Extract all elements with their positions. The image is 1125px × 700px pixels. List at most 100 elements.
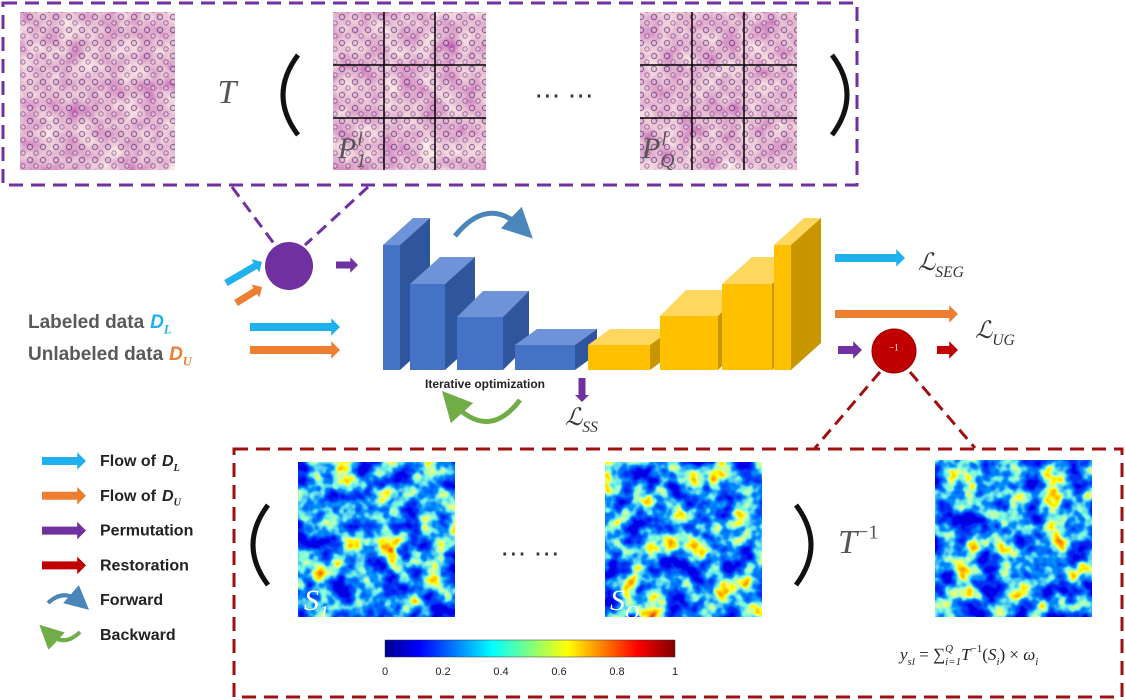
arrow [250,341,340,359]
formula-part: −1 [971,643,983,655]
subscript: L [163,323,172,337]
block-front [588,345,650,370]
symbol: ℒ [565,405,583,431]
block-front [660,316,718,370]
patch-grid [640,12,797,170]
arrow [937,341,958,359]
restoration-node [871,328,917,374]
input-label: Unlabeled data DU [28,344,193,369]
formula-part: sl [908,656,915,668]
right-paren [793,503,814,587]
subscript: Q [625,603,639,624]
formula: ysl = ∑Q i=1T−1(Si) × ωi [898,643,1038,668]
label-text: Flow of [100,453,157,470]
arrow [250,318,340,336]
arrow [42,487,86,505]
operator: T [218,74,239,111]
legend-label: Backward [100,627,176,644]
heatmap [298,462,455,617]
subscript: 1 [356,151,366,172]
block-top [457,291,529,317]
ellipsis: ⋯ ⋯ [534,80,593,110]
arrow [224,259,263,287]
formula-part: = [915,645,933,664]
block-front [515,345,575,370]
patch-label: P1 [337,132,366,172]
arrow [42,556,86,575]
block-top [383,218,430,245]
legend-forward-icon [46,585,90,610]
left-paren [250,503,271,587]
symbol: D [169,344,183,365]
arrow [835,305,958,323]
superscript: l [357,129,362,150]
formula-part: ) × [1000,645,1024,664]
subscript: L [173,463,180,474]
block-front [410,284,445,370]
loss-label: ℒSS [565,405,598,436]
heatmap [605,462,762,617]
formula-part: i=1 [945,656,961,668]
connector [813,371,977,449]
label-text: Unlabeled data [28,344,164,365]
block-top [588,329,672,345]
symbol: D [162,453,174,470]
formula-part: i [1035,656,1038,668]
label-text: Restoration [100,557,189,574]
legend-label: Flow of DU [100,488,182,509]
subscript: 1 [319,603,329,624]
block-side [575,329,597,370]
colorbar-tick-label: 0.2 [435,666,450,678]
heatmap [935,460,1092,617]
subscript: U [183,355,193,369]
legend-label: Restoration [100,557,189,574]
subscript: U [174,498,182,509]
label-text: Labeled data [28,312,145,333]
restoration-panel [232,447,1124,699]
forward-arrow [453,206,533,239]
superscript: −1 [889,343,899,353]
arrow-body [234,284,263,306]
block-front [457,317,503,370]
patch-grid [333,12,486,170]
permutation-node [265,242,313,290]
superscript: l [661,129,666,150]
left-paren [280,53,301,137]
output-label: S1 [304,584,329,624]
arrow [575,378,589,402]
subscript: SS [582,419,598,436]
block-front [722,284,772,370]
arrow [42,452,86,470]
symbol: P [641,132,660,165]
arrow-body [224,259,263,287]
network-block [588,329,672,370]
formula-part: T [961,645,972,664]
symbol: D [162,488,174,505]
block-top [410,257,475,284]
colorbar-tick-label: 0.6 [551,666,566,678]
symbol: D [150,312,164,333]
formula-part: Q [945,643,953,655]
network-caption: Iterative optimization [425,377,545,391]
inverse-operator: T−1 [838,522,879,561]
connector [230,185,370,247]
symbol: P [337,132,356,165]
subscript: SEG [935,264,964,281]
arrow [336,257,358,273]
formula-part: i [996,656,999,668]
network-block [457,291,529,370]
block-side [791,218,821,370]
permutation-panel [1,1,859,187]
colorbar-tick-label: 1 [672,666,678,678]
colorbar-tick-label: 0.8 [609,666,624,678]
output-label: SQ [610,584,639,624]
symbol: ℒ [918,250,936,276]
block-front [774,245,791,370]
block-top [515,329,597,345]
subscript: UG [992,332,1015,349]
formula-part: ∑ [933,645,945,664]
symbol: T [838,524,859,561]
legend-label: Permutation [100,523,193,540]
histology-image [20,12,175,170]
